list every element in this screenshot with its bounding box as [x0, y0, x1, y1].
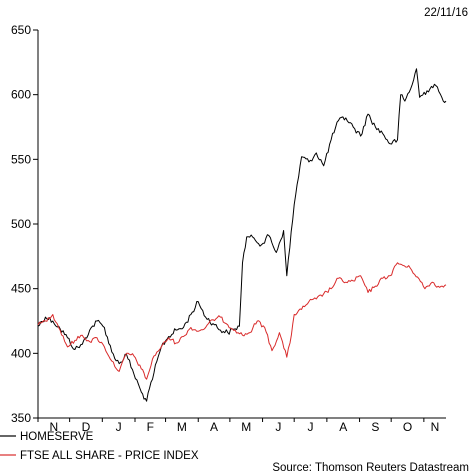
series-line-homeserve	[37, 68, 447, 402]
x-tick-label-8: J	[308, 420, 314, 434]
x-tick-label-2: J	[116, 420, 122, 434]
x-tick-label-12: N	[431, 420, 440, 434]
x-tick-label-1: D	[82, 420, 91, 434]
legend: HOMESERVE FTSE ALL SHARE - PRICE INDEX	[0, 431, 199, 462]
x-tick-label-7: J	[275, 420, 281, 434]
x-tick-label-0: N	[49, 420, 58, 434]
x-tick-label-5: A	[210, 420, 218, 434]
y-axis: 350 400 450 500 550 600 650	[11, 23, 39, 425]
y-tick-label-600: 600	[11, 88, 31, 102]
legend-label-ftse: FTSE ALL SHARE - PRICE INDEX	[20, 450, 199, 462]
x-tick-label-3: F	[147, 420, 154, 434]
x-tick-label-10: S	[371, 420, 379, 434]
plot-series	[37, 68, 447, 402]
source-note: Source: Thomson Reuters Datastream	[272, 462, 469, 474]
legend-label-homeserve: HOMESERVE	[20, 431, 94, 443]
y-tick-label-450: 450	[11, 282, 31, 296]
x-tick-label-6: M	[241, 420, 251, 434]
x-tick-label-9: A	[339, 420, 347, 434]
y-tick-label-550: 550	[11, 152, 31, 166]
x-tick-label-4: M	[177, 420, 187, 434]
y-tick-label-650: 650	[11, 23, 31, 37]
y-tick-label-400: 400	[11, 346, 31, 360]
x-tick-label-11: O	[403, 420, 412, 434]
series-line-ftse-all-share	[37, 262, 447, 380]
date-stamp: 22/11/16	[424, 7, 468, 19]
y-tick-label-500: 500	[11, 217, 31, 231]
y-tick-label-350: 350	[11, 411, 31, 425]
